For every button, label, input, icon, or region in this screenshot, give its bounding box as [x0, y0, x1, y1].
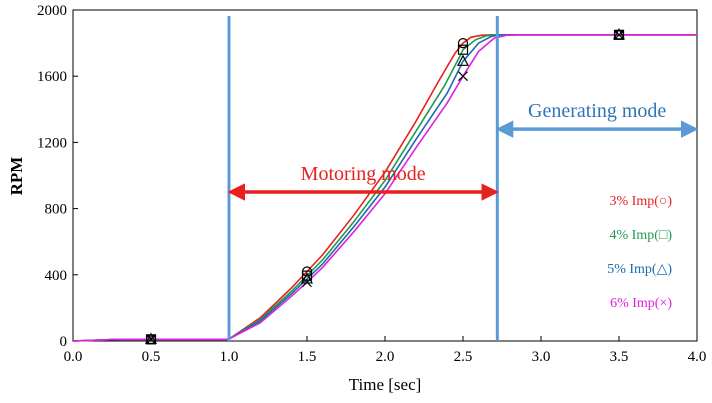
y-tick-label: 1600: [37, 69, 67, 85]
series-markers: [145, 28, 625, 345]
series-lines: [72, 34, 697, 342]
triangle-marker: [145, 332, 157, 344]
series-line-3: [72, 34, 697, 342]
y-axis-label: RPM: [7, 157, 26, 196]
legend-item-2: 4% Imp(□): [610, 228, 673, 243]
x-tick-label: 3.5: [610, 349, 629, 365]
x-marker: [302, 277, 312, 288]
mode-label-1: Motoring mode: [301, 163, 426, 185]
x-tick-label: 2.5: [454, 349, 473, 365]
x-marker: [146, 334, 156, 345]
x-tick-label: 1.5: [298, 349, 317, 365]
square-marker: [457, 44, 469, 55]
x-marker: [614, 29, 624, 40]
square-marker: [301, 270, 313, 281]
x-tick-label: 4.0: [688, 349, 707, 365]
triangle-marker: [613, 28, 625, 40]
x-marker: [458, 71, 468, 82]
y-tick-label: 0: [60, 334, 68, 350]
y-tick-label: 400: [45, 268, 68, 284]
x-axis-label: Time [sec]: [349, 375, 422, 394]
legend: 3% Imp(○) 4% Imp(□) 5% Imp(△) 6% Imp(×): [607, 194, 672, 311]
y-tick-label: 2000: [37, 3, 67, 19]
legend-item-3: 5% Imp(△): [607, 262, 672, 277]
legend-item-1: 3% Imp(○): [610, 194, 673, 209]
y-tick-label: 800: [45, 202, 68, 218]
y-tick-label: 1200: [37, 135, 67, 151]
x-tick-label: 0.0: [64, 349, 83, 365]
x-tick-label: 2.0: [376, 349, 395, 365]
triangle-marker: [457, 54, 469, 66]
mode-annotations: Motoring mode Generating mode: [227, 100, 699, 201]
legend-item-4: 6% Imp(×): [610, 296, 672, 311]
axis-ticks: 0.0 0.5 1.0 1.5 2.0 2.5 3.0 3.5 4.0 0 400 800 1200 16…: [37, 3, 706, 365]
mode-label-2: Generating mode: [528, 100, 666, 122]
x-tick-label: 3.0: [532, 349, 551, 365]
mode-boundaries: [227, 16, 499, 341]
x-tick-label: 0.5: [142, 349, 161, 365]
x-tick-label: 1.0: [220, 349, 239, 365]
circle-marker: [457, 37, 469, 49]
